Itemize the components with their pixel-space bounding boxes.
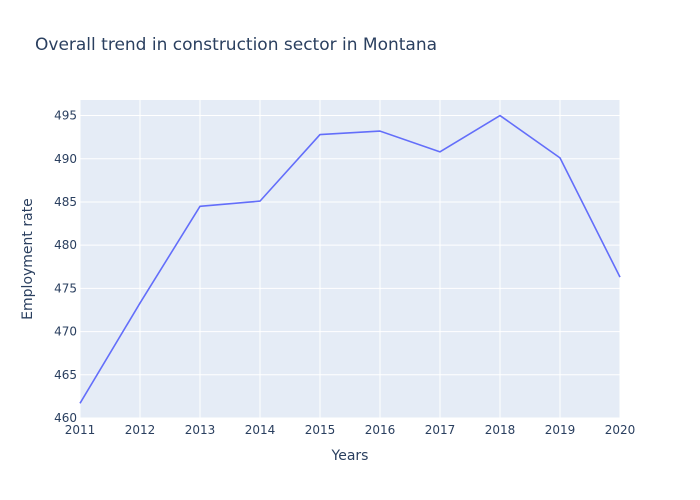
series-line: [79, 114, 621, 404]
x-tick-label: 2018: [485, 423, 516, 437]
x-tick-label: 2012: [125, 423, 156, 437]
y-tick-label: 465: [54, 368, 77, 382]
data-point[interactable]: [77, 400, 83, 406]
x-tick-label: 2013: [185, 423, 216, 437]
x-tick-label: 2014: [245, 423, 276, 437]
chart-title: Overall trend in construction sector in …: [35, 35, 437, 55]
data-point[interactable]: [197, 203, 203, 209]
y-axis-title: Employment rate: [20, 198, 36, 320]
data-point[interactable]: [317, 132, 323, 138]
x-tick-label: 2011: [65, 423, 96, 437]
x-tick-label: 2015: [305, 423, 336, 437]
data-point[interactable]: [137, 300, 143, 306]
y-tick-labels: 460 465 470 475 480 485 490 495: [54, 109, 77, 425]
y-tick-label: 495: [54, 109, 77, 123]
data-point[interactable]: [377, 128, 383, 134]
x-tick-label: 2016: [365, 423, 396, 437]
data-point[interactable]: [617, 274, 623, 280]
x-tick-labels: 2011 2012 2013 2014 2015 2016 2017 2018 2019 2020: [65, 423, 636, 437]
y-tick-label: 470: [54, 325, 77, 339]
x-tick-label: 2019: [545, 423, 576, 437]
x-tick-label: 2020: [605, 423, 636, 437]
y-tick-label: 475: [54, 281, 77, 295]
data-point[interactable]: [257, 198, 263, 204]
plot-area: [80, 100, 620, 418]
y-tick-label: 490: [54, 152, 77, 166]
x-tick-label: 2017: [425, 423, 456, 437]
data-point[interactable]: [497, 113, 503, 119]
data-point[interactable]: [437, 149, 443, 155]
data-point[interactable]: [557, 155, 563, 161]
series-layer: [77, 113, 623, 406]
y-tick-label: 460: [54, 411, 77, 425]
grid-layer: [79, 100, 621, 419]
y-tick-label: 480: [54, 238, 77, 252]
y-tick-label: 485: [54, 195, 77, 209]
x-axis-title: Years: [331, 448, 369, 464]
